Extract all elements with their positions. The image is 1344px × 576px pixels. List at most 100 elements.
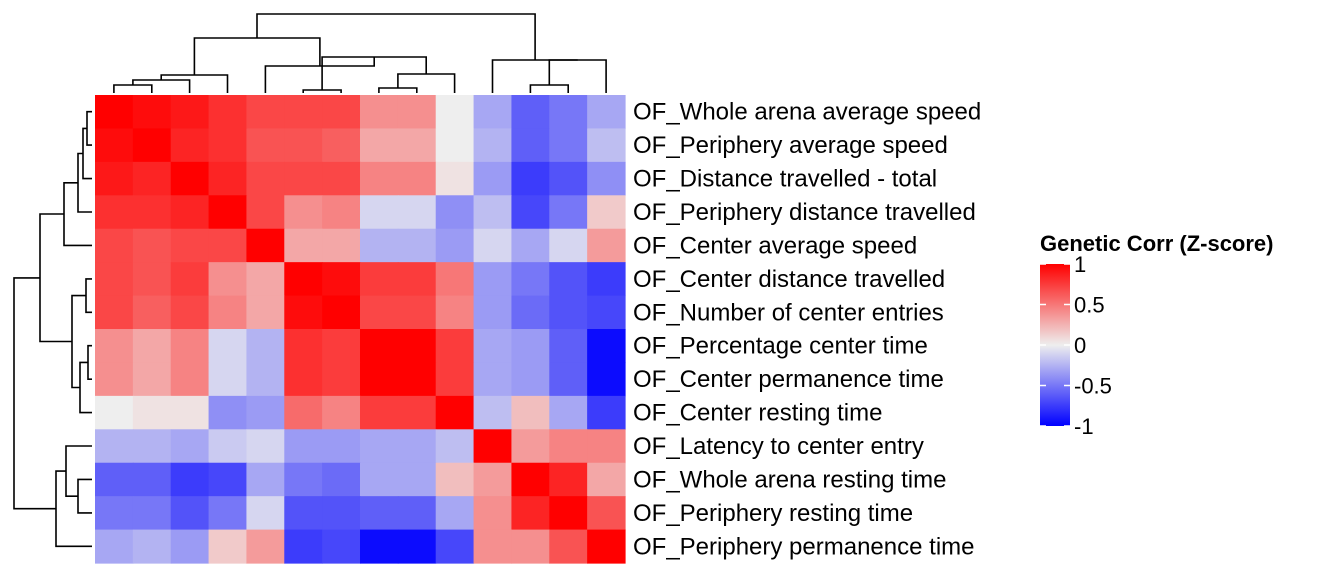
heatmap-cell xyxy=(322,128,361,163)
row-label: OF_Number of center entries xyxy=(633,299,944,326)
heatmap-cell xyxy=(284,329,323,364)
heatmap-cell xyxy=(511,95,550,130)
row-label: OF_Distance travelled - total xyxy=(633,166,937,193)
dendrogram-branch xyxy=(77,478,92,514)
heatmap-cell xyxy=(208,395,248,430)
heatmap-cell xyxy=(95,128,134,163)
heatmap-cell xyxy=(587,462,626,497)
heatmap-cell xyxy=(435,496,475,531)
heatmap-cell xyxy=(322,329,361,364)
heatmap-cell xyxy=(397,161,437,196)
heatmap-cell xyxy=(511,462,550,497)
heatmap-cell xyxy=(360,228,399,263)
dendrogram-branch xyxy=(193,37,321,75)
heatmap-cell xyxy=(435,395,475,430)
heatmap-cell xyxy=(208,228,248,263)
heatmap-cell xyxy=(511,128,550,163)
dendrogram-branch xyxy=(85,278,92,314)
heatmap-cell xyxy=(208,161,248,196)
heatmap-cell xyxy=(208,329,248,364)
heatmap-cell xyxy=(360,128,399,163)
heatmap-cell xyxy=(246,128,285,163)
heatmap-cell xyxy=(246,429,285,464)
row-label: OF_Periphery average speed xyxy=(633,132,948,159)
heatmap-cell xyxy=(397,95,437,130)
heatmap-cell xyxy=(132,395,172,430)
heatmap-cell xyxy=(170,529,210,564)
heatmap-cell xyxy=(511,529,550,564)
row-dendrogram xyxy=(13,110,92,548)
heatmap-cell xyxy=(284,496,323,531)
heatmap-cell xyxy=(246,161,285,196)
legend-tick-label: 1 xyxy=(1074,252,1086,277)
row-label: OF_Center resting time xyxy=(633,400,882,427)
heatmap-cell xyxy=(360,362,399,397)
heatmap-cell xyxy=(322,395,361,430)
heatmap-cell xyxy=(208,295,248,330)
heatmap-cell xyxy=(549,128,588,163)
heatmap-cell xyxy=(132,496,172,531)
heatmap-cell xyxy=(284,128,323,163)
heatmap-cell xyxy=(246,329,285,364)
heatmap-cell xyxy=(208,429,248,464)
heatmap-cell xyxy=(208,362,248,397)
heatmap-cell xyxy=(473,128,513,163)
legend-ticks: 1 0.5 0 -0.5 -1 xyxy=(1040,252,1112,439)
legend-tick-label: 0.5 xyxy=(1074,293,1105,318)
heatmap-cell xyxy=(95,228,134,263)
heatmap-cell xyxy=(170,496,210,531)
dendrogram-branch xyxy=(13,277,56,510)
dendrogram-branch xyxy=(77,152,92,213)
heatmap-cell xyxy=(360,395,399,430)
row-label: OF_Center permanence time xyxy=(633,366,944,393)
heatmap-cell xyxy=(95,362,134,397)
heatmap-cell xyxy=(170,295,210,330)
heatmap-cell xyxy=(360,429,399,464)
heatmap-cell xyxy=(360,462,399,497)
dendrogram-branch xyxy=(39,213,72,343)
heatmap-cell xyxy=(587,262,626,297)
heatmap-cell xyxy=(511,195,550,230)
heatmap-cell xyxy=(473,395,513,430)
heatmap-cell xyxy=(170,95,210,130)
row-label: OF_Whole arena resting time xyxy=(633,466,946,493)
heatmap-cell xyxy=(473,95,513,130)
heatmap-cell xyxy=(435,429,475,464)
heatmap-cell xyxy=(397,228,437,263)
heatmap-cell xyxy=(587,329,626,364)
heatmap-cell xyxy=(322,496,361,531)
heatmap-cell xyxy=(360,262,399,297)
heatmap-cell xyxy=(132,329,172,364)
dendrogram-branch xyxy=(55,470,92,548)
dendrogram-branch xyxy=(378,87,418,93)
heatmap-cell xyxy=(511,429,550,464)
row-label: OF_Periphery distance travelled xyxy=(633,199,976,226)
heatmap-cell xyxy=(397,195,437,230)
heatmap-cell xyxy=(397,429,437,464)
row-label: OF_Periphery permanence time xyxy=(633,533,974,560)
heatmap-cell xyxy=(322,228,361,263)
heatmap-cell xyxy=(549,195,588,230)
heatmap-cell xyxy=(322,95,361,130)
heatmap-cell xyxy=(397,529,437,564)
heatmap-cell xyxy=(322,161,361,196)
row-label: OF_Center average speed xyxy=(633,232,917,259)
heatmap-cell xyxy=(170,329,210,364)
heatmap-cell xyxy=(170,362,210,397)
heatmap-cell xyxy=(473,362,513,397)
heatmap-cell xyxy=(587,362,626,397)
heatmap-cell xyxy=(587,128,626,163)
heatmap-cell xyxy=(170,195,210,230)
heatmap-cell xyxy=(170,161,210,196)
heatmap-cell xyxy=(360,496,399,531)
heatmap-cell xyxy=(284,295,323,330)
heatmap-cell xyxy=(360,329,399,364)
dendrogram-branch xyxy=(160,74,229,93)
heatmap-cell xyxy=(587,195,626,230)
legend-tick-label: -0.5 xyxy=(1074,374,1112,399)
heatmap-cell xyxy=(511,262,550,297)
heatmap-cell xyxy=(132,529,172,564)
heatmap-cell xyxy=(132,228,172,263)
heatmap-cell xyxy=(473,462,513,497)
heatmap-cell xyxy=(246,228,285,263)
